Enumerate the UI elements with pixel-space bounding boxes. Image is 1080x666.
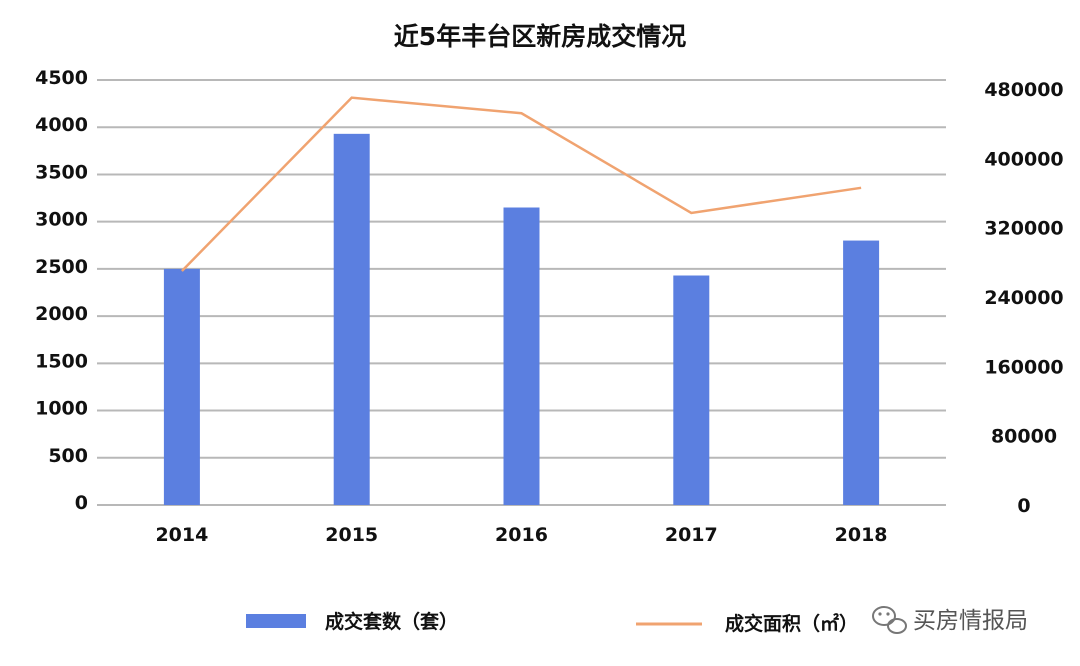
- legend-bar-swatch: [246, 614, 306, 628]
- right-tick-label: 80000: [991, 426, 1057, 448]
- right-tick-label: 320000: [984, 218, 1063, 240]
- right-tick-label: 400000: [984, 148, 1063, 170]
- left-tick-label: 1000: [35, 398, 88, 420]
- bar-2016: [503, 207, 540, 505]
- right-tick-label: 0: [1017, 495, 1030, 517]
- left-axis: 0 500 1000 1500 2000 2500 3000 3500 4000 4500: [35, 67, 88, 514]
- left-tick-label: 0: [75, 492, 88, 514]
- right-tick-label: 160000: [984, 356, 1063, 378]
- right-tick-label: 240000: [984, 287, 1063, 309]
- left-tick-label: 3000: [35, 209, 88, 231]
- x-tick-label: 2014: [155, 524, 208, 546]
- left-tick-label: 4500: [35, 67, 88, 89]
- wechat-icon: [872, 606, 907, 634]
- chart-title: 近5年丰台区新房成交情况: [394, 22, 686, 51]
- x-axis: 2014 2015 2016 2017 2018: [155, 524, 887, 546]
- line-series: [181, 96, 862, 272]
- bar-2014: [163, 268, 200, 505]
- left-tick-label: 1500: [35, 350, 88, 372]
- watermark: 买房情报局: [872, 606, 1028, 634]
- legend-line-label: 成交面积（㎡）: [725, 612, 858, 635]
- right-axis: 0 80000 160000 240000 320000 400000 480000: [984, 79, 1063, 517]
- bar-2017: [673, 275, 710, 505]
- left-tick-label: 2500: [35, 256, 88, 278]
- left-tick-label: 4000: [35, 114, 88, 136]
- right-tick-label: 480000: [984, 79, 1063, 101]
- left-tick-label: 2000: [35, 303, 88, 325]
- bar-2015: [333, 133, 370, 506]
- x-tick-label: 2017: [665, 524, 718, 546]
- left-tick-label: 3500: [35, 161, 88, 183]
- left-tick-label: 500: [48, 445, 88, 467]
- watermark-text: 买房情报局: [913, 608, 1028, 634]
- legend: 成交套数（套） 成交面积（㎡）: [246, 610, 858, 635]
- x-tick-label: 2016: [495, 524, 548, 546]
- legend-bar-label: 成交套数（套）: [325, 610, 458, 633]
- x-tick-label: 2018: [835, 524, 888, 546]
- x-tick-label: 2015: [325, 524, 378, 546]
- bar-2018: [843, 240, 880, 506]
- bar-series: [163, 133, 880, 506]
